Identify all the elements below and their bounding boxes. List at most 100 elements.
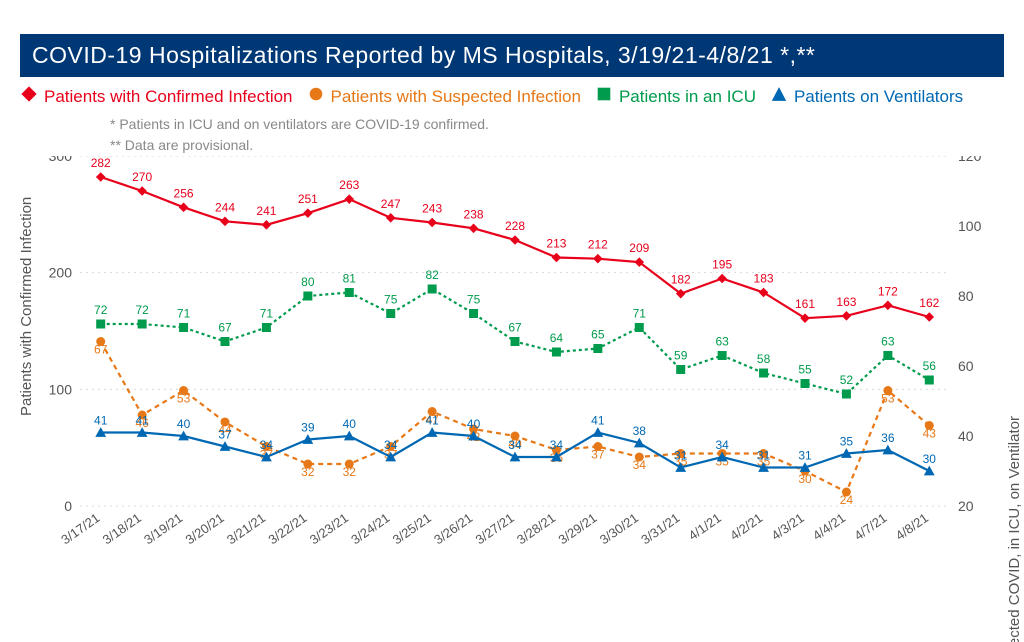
- y-right-tick: 80: [958, 288, 974, 304]
- value-label-vent: 34: [550, 438, 564, 452]
- series-marker-confirmed: [427, 218, 437, 228]
- value-label-vent: 39: [301, 421, 315, 435]
- x-tick-label: 3/27/21: [473, 510, 517, 547]
- value-label-confirmed: 161: [795, 297, 815, 311]
- series-marker-icu: [801, 379, 810, 388]
- value-label-confirmed: 209: [629, 241, 649, 255]
- value-label-confirmed: 270: [132, 170, 152, 184]
- value-label-vent: 38: [633, 424, 647, 438]
- value-label-suspected: 53: [177, 392, 191, 406]
- series-marker-confirmed: [593, 254, 603, 264]
- value-label-icu: 63: [881, 335, 895, 349]
- series-marker-confirmed: [96, 172, 106, 182]
- legend: Patients with Confirmed InfectionPatient…: [20, 85, 1004, 108]
- value-label-icu: 82: [425, 268, 439, 282]
- value-label-vent: 41: [135, 414, 149, 428]
- value-label-confirmed: 241: [256, 204, 276, 218]
- legend-label-icu: Patients in an ICU: [619, 87, 756, 107]
- value-label-icu: 72: [135, 303, 149, 317]
- series-marker-icu: [179, 323, 188, 332]
- value-label-suspected: 53: [881, 392, 895, 406]
- x-tick-label: 3/20/21: [183, 510, 227, 547]
- value-label-icu: 67: [508, 321, 522, 335]
- series-marker-confirmed: [303, 208, 313, 218]
- note-line-1: * Patients in ICU and on ventilators are…: [110, 114, 1004, 135]
- chart-title-text: COVID-19 Hospitalizations Reported by MS…: [32, 42, 815, 68]
- value-label-icu: 71: [177, 307, 191, 321]
- value-label-suspected: 32: [343, 465, 357, 479]
- value-label-icu: 71: [633, 307, 647, 321]
- x-tick-label: 3/18/21: [100, 510, 144, 547]
- chart-svg: 0100200300204060801001203/17/213/18/213/…: [20, 156, 1004, 586]
- value-label-vent: 31: [757, 449, 771, 463]
- y-left-tick: 300: [49, 156, 73, 164]
- series-marker-confirmed: [220, 217, 230, 227]
- value-label-icu: 65: [591, 328, 605, 342]
- series-marker-confirmed: [717, 274, 727, 284]
- value-label-confirmed: 247: [381, 197, 401, 211]
- value-label-vent: 34: [715, 438, 729, 452]
- series-marker-icu: [842, 390, 851, 399]
- series-marker-confirmed: [552, 253, 562, 263]
- note-line-2: ** Data are provisional.: [110, 135, 1004, 156]
- x-tick-label: 4/7/21: [851, 510, 889, 543]
- x-tick-label: 3/23/21: [307, 510, 351, 547]
- value-label-vent: 34: [384, 438, 398, 452]
- value-label-vent: 31: [674, 449, 688, 463]
- legend-label-vent: Patients on Ventilators: [794, 87, 963, 107]
- series-marker-icu: [718, 351, 727, 360]
- x-tick-label: 4/1/21: [686, 510, 724, 543]
- series-marker-icu: [883, 351, 892, 360]
- value-label-confirmed: 162: [919, 296, 939, 310]
- value-label-vent: 31: [798, 449, 812, 463]
- x-tick-label: 4/2/21: [727, 510, 765, 543]
- value-label-suspected: 43: [923, 427, 937, 441]
- x-tick-label: 4/8/21: [893, 510, 931, 543]
- value-label-vent: 34: [508, 438, 522, 452]
- series-marker-confirmed: [510, 235, 520, 245]
- chart-area: Patients with Confirmed Infection Patien…: [20, 156, 1004, 591]
- x-tick-label: 3/21/21: [224, 510, 268, 547]
- y-right-tick: 20: [958, 498, 974, 514]
- value-label-confirmed: 228: [505, 219, 525, 233]
- value-label-icu: 58: [757, 352, 771, 366]
- x-tick-label: 3/28/21: [514, 510, 558, 547]
- y-right-tick: 40: [958, 428, 974, 444]
- legend-marker-confirmed: [20, 85, 38, 108]
- series-marker-confirmed: [262, 220, 272, 230]
- value-label-suspected: 24: [840, 493, 854, 507]
- value-label-vent: 40: [177, 417, 191, 431]
- x-tick-label: 3/26/21: [431, 510, 475, 547]
- value-label-confirmed: 243: [422, 202, 442, 216]
- series-marker-icu: [593, 344, 602, 353]
- series-marker-icu: [262, 323, 271, 332]
- series-marker-icu: [96, 320, 105, 329]
- y-right-tick: 60: [958, 358, 974, 374]
- value-label-confirmed: 172: [878, 284, 898, 298]
- value-label-vent: 41: [591, 414, 605, 428]
- chart-title-banner: COVID-19 Hospitalizations Reported by MS…: [20, 34, 1004, 77]
- value-label-vent: 34: [260, 438, 274, 452]
- value-label-icu: 75: [467, 293, 481, 307]
- chart-notes: * Patients in ICU and on ventilators are…: [110, 114, 1004, 156]
- value-label-confirmed: 195: [712, 258, 732, 272]
- x-tick-label: 3/30/21: [597, 510, 641, 547]
- x-tick-label: 4/4/21: [810, 510, 848, 543]
- value-label-vent: 40: [467, 417, 481, 431]
- value-label-confirmed: 251: [298, 192, 318, 206]
- value-label-icu: 56: [923, 359, 937, 373]
- series-marker-icu: [428, 285, 437, 294]
- y-left-tick: 200: [49, 265, 73, 281]
- legend-marker-suspected: [307, 85, 325, 108]
- y-left-tick: 100: [49, 381, 73, 397]
- series-marker-icu: [676, 365, 685, 374]
- series-marker-icu: [925, 376, 934, 385]
- value-label-icu: 55: [798, 363, 812, 377]
- value-label-suspected: 34: [633, 458, 647, 472]
- legend-marker-icu: [595, 85, 613, 108]
- value-label-icu: 67: [218, 321, 232, 335]
- value-label-confirmed: 213: [546, 237, 566, 251]
- legend-label-suspected: Patients with Suspected Infection: [331, 87, 581, 107]
- value-label-icu: 80: [301, 275, 315, 289]
- value-label-icu: 81: [343, 272, 357, 286]
